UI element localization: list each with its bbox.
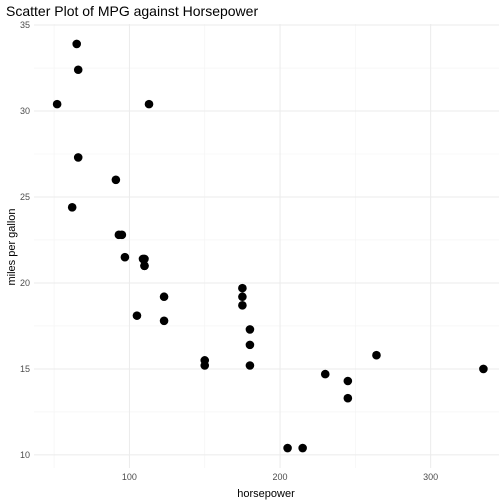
y-tick-label: 30 <box>20 106 30 116</box>
data-point <box>138 254 148 264</box>
data-point <box>132 311 142 320</box>
data-point <box>245 361 255 370</box>
data-point <box>372 350 381 360</box>
data-point <box>67 203 77 212</box>
data-point <box>343 376 353 386</box>
data-point <box>298 443 307 453</box>
data-point <box>73 153 83 162</box>
data-point <box>343 393 353 403</box>
data-point <box>320 369 330 379</box>
data-point <box>479 364 488 374</box>
y-tick-label: 15 <box>20 364 30 374</box>
data-point <box>238 283 247 293</box>
y-tick-label: 20 <box>20 278 30 288</box>
data-point <box>245 325 255 334</box>
data-point <box>159 292 169 302</box>
y-tick-label: 10 <box>20 450 30 460</box>
y-tick-label: 25 <box>20 192 30 202</box>
grid-lines <box>34 24 499 468</box>
data-point <box>283 443 292 453</box>
data-point <box>238 292 247 302</box>
y-tick-labels: 10 15 20 25 30 35 <box>20 20 30 460</box>
x-axis-title: horsepower <box>237 488 295 500</box>
y-tick-label: 35 <box>20 20 30 30</box>
x-tick-labels: 100 200 300 <box>122 472 438 482</box>
data-point <box>73 65 83 75</box>
data-point <box>140 261 149 271</box>
data-point <box>117 230 127 240</box>
x-tick-label: 300 <box>423 472 438 482</box>
data-points <box>52 39 488 453</box>
x-tick-label: 200 <box>273 472 288 482</box>
data-point <box>111 175 121 185</box>
data-point <box>52 99 62 109</box>
data-point <box>245 340 255 350</box>
data-point <box>200 361 210 370</box>
data-point <box>120 252 130 262</box>
data-point <box>159 316 169 326</box>
data-point <box>238 301 247 310</box>
x-tick-label: 100 <box>122 472 137 482</box>
chart-title: Scatter Plot of MPG against Horsepower <box>6 3 258 19</box>
y-axis-title: miles per gallon <box>6 208 18 285</box>
data-point <box>144 99 154 109</box>
data-point <box>72 39 82 49</box>
